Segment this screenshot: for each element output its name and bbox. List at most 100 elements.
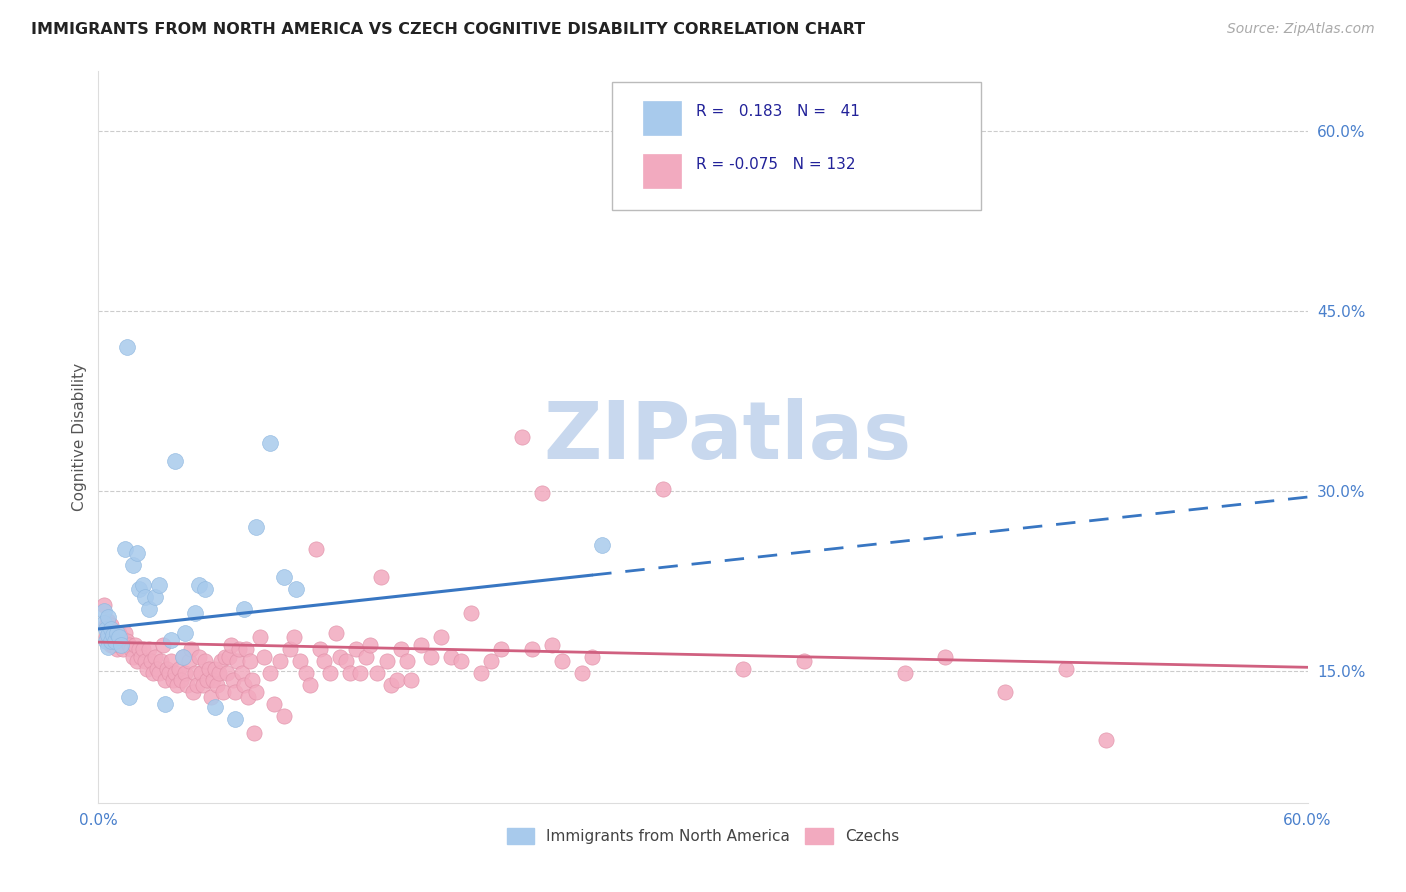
Point	[245, 520, 267, 534]
Point	[200, 690, 222, 705]
Point	[132, 577, 155, 591]
Point	[194, 582, 217, 597]
Point	[110, 630, 132, 644]
Point	[198, 661, 221, 675]
Point	[101, 628, 124, 642]
Point	[162, 673, 184, 688]
Point	[148, 666, 170, 681]
Point	[221, 638, 243, 652]
Point	[100, 634, 122, 648]
Point	[349, 666, 371, 681]
Text: Source: ZipAtlas.com: Source: ZipAtlas.com	[1227, 22, 1375, 37]
Y-axis label: Cognitive Disability: Cognitive Disability	[72, 363, 87, 511]
Point	[375, 654, 398, 668]
Point	[114, 541, 136, 556]
Point	[132, 642, 155, 657]
Point	[170, 673, 193, 688]
Point	[114, 625, 136, 640]
Point	[551, 654, 574, 668]
Point	[591, 538, 613, 552]
Point	[188, 649, 211, 664]
Point	[207, 678, 229, 692]
Point	[380, 678, 402, 692]
Point	[118, 690, 141, 705]
Point	[228, 642, 250, 657]
Point	[202, 673, 225, 688]
Point	[395, 654, 418, 668]
Point	[101, 625, 124, 640]
Point	[520, 642, 543, 657]
Point	[893, 666, 915, 681]
Point	[370, 570, 392, 584]
Point	[224, 685, 246, 699]
Point	[157, 666, 180, 681]
Point	[934, 649, 956, 664]
Point	[167, 661, 190, 675]
Point	[232, 601, 254, 615]
Point	[107, 625, 129, 640]
Point	[249, 630, 271, 644]
Point	[103, 630, 125, 644]
Point	[204, 699, 226, 714]
Point	[143, 649, 166, 664]
Point	[1095, 733, 1118, 747]
Point	[460, 607, 482, 621]
Point	[138, 601, 160, 615]
Point	[96, 630, 118, 644]
Point	[128, 582, 150, 597]
Point	[128, 642, 150, 657]
Point	[125, 654, 148, 668]
Point	[105, 625, 128, 640]
Point	[481, 654, 503, 668]
Point	[530, 486, 553, 500]
Point	[273, 570, 295, 584]
Point	[224, 712, 246, 726]
Bar	[643, 153, 682, 188]
Point	[96, 618, 118, 632]
Point	[163, 666, 186, 681]
Bar	[643, 101, 682, 136]
Point	[651, 482, 673, 496]
Point	[186, 678, 208, 692]
Point	[153, 698, 176, 712]
Point	[212, 685, 235, 699]
Text: IMMIGRANTS FROM NORTH AMERICA VS CZECH COGNITIVE DISABILITY CORRELATION CHART: IMMIGRANTS FROM NORTH AMERICA VS CZECH C…	[31, 22, 865, 37]
Point	[245, 685, 267, 699]
Point	[97, 628, 120, 642]
Point	[134, 654, 156, 668]
Point	[510, 430, 533, 444]
Point	[295, 666, 318, 681]
Point	[153, 673, 176, 688]
Point	[305, 541, 328, 556]
Point	[180, 642, 202, 657]
Point	[97, 614, 120, 628]
Point	[135, 661, 157, 675]
Point	[138, 642, 160, 657]
Point	[97, 610, 120, 624]
Point	[121, 558, 143, 573]
Point	[214, 649, 236, 664]
Point	[100, 622, 122, 636]
Point	[120, 642, 142, 657]
Point	[581, 649, 603, 664]
Text: ZIPatlas: ZIPatlas	[543, 398, 911, 476]
Legend: Immigrants from North America, Czechs: Immigrants from North America, Czechs	[501, 822, 905, 850]
Point	[793, 654, 815, 668]
Point	[110, 638, 132, 652]
Point	[152, 638, 174, 652]
Point	[994, 685, 1017, 699]
Point	[100, 618, 122, 632]
Point	[107, 630, 129, 644]
Point	[96, 634, 118, 648]
Text: R =   0.183   N =   41: R = 0.183 N = 41	[696, 104, 859, 120]
Point	[194, 654, 217, 668]
Point	[93, 598, 115, 612]
Point	[284, 582, 307, 597]
Point	[97, 640, 120, 654]
Point	[125, 546, 148, 560]
Point	[259, 666, 281, 681]
Point	[93, 615, 115, 630]
Point	[139, 654, 162, 668]
Point	[319, 666, 342, 681]
Point	[176, 678, 198, 692]
